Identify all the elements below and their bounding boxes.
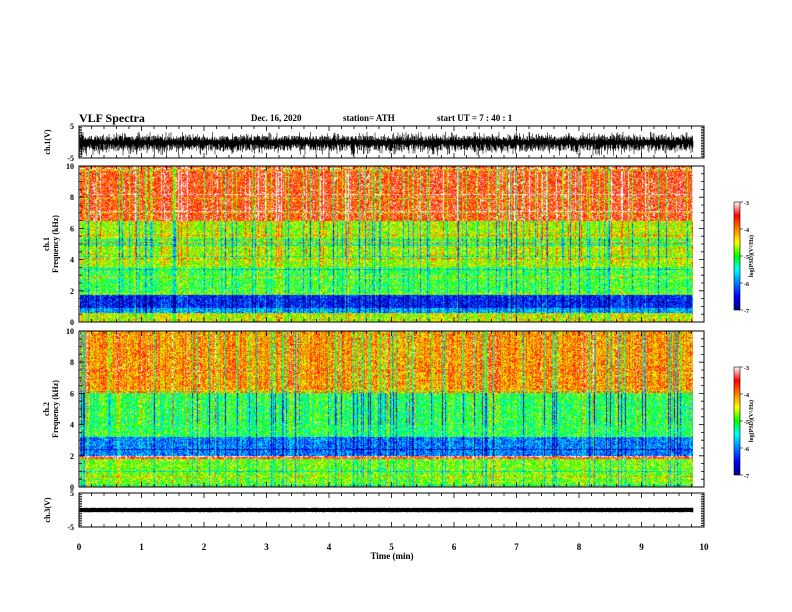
time-tick-label: 9 — [639, 542, 644, 552]
ch1-waveform-ylabel: ch.1(V) — [43, 129, 52, 154]
ch2-colorbar-tick-label: -5 — [744, 420, 749, 426]
time-tick-label: 6 — [452, 542, 457, 552]
ch1-spectrogram-y-tick-label: 6 — [70, 224, 74, 233]
time-tick-label: 3 — [264, 542, 269, 552]
ch1-spectrogram-y-tick-label: 10 — [66, 162, 74, 171]
station-label: station= ATH — [343, 113, 395, 123]
ch1-colorbar-label: log(PSD)(V²/Hz) — [748, 235, 755, 277]
time-tick-label: 4 — [327, 542, 332, 552]
time-tick-label: 7 — [514, 542, 519, 552]
ch2-spectrogram-y-tick-label: 0 — [70, 483, 74, 492]
ch2-colorbar-label: log(PSD)(V²/Hz) — [748, 400, 755, 442]
ch2-spectrogram-y-tick-label: 8 — [70, 358, 74, 367]
ch2-colorbar-tick-label: -6 — [744, 447, 749, 453]
ch1-waveform-y-tick-label: 5 — [70, 122, 74, 131]
ch2-spectrogram-frame-time-ticks — [78, 331, 705, 487]
time-tick-label: 1 — [139, 542, 144, 552]
time-tick-label: 5 — [389, 542, 394, 552]
ch1-spectrogram-y-tick-label: 0 — [70, 318, 74, 327]
ch2-colorbar-tick-label: -4 — [744, 393, 749, 399]
ch2-colorbar-tick-label: -3 — [744, 366, 749, 372]
ch1-waveform-y-tick-label: -5 — [67, 154, 74, 163]
ch2-spectrogram-ylabel-channel: ch.2 — [42, 402, 51, 416]
ch1-colorbar-tick-label: -4 — [744, 228, 749, 234]
ch3-waveform-y-tick-label: -5 — [67, 523, 74, 532]
ch3-waveform-y-ticks — [79, 492, 704, 528]
ch1-spectrogram-frame-time-ticks — [78, 166, 705, 322]
ch1-spectrogram-y-tick-label: 8 — [70, 193, 74, 202]
ch1-spectrogram-ylabel-channel: ch.1 — [42, 237, 51, 251]
ch1-colorbar — [733, 201, 741, 311]
ch1-colorbar-tick-label: -7 — [744, 309, 749, 315]
ch1-waveform-y-ticks — [79, 125, 704, 159]
ch3-waveform-ylabel: ch.3(V) — [43, 497, 52, 522]
ch2-spectrogram-y-tick-label: 6 — [70, 389, 74, 398]
ch1-spectrogram-image — [80, 166, 693, 322]
ch2-colorbar — [733, 366, 741, 476]
ch1-waveform-frame-time-ticks — [78, 126, 705, 158]
ch2-spectrogram-y-tick-label: 10 — [66, 327, 74, 336]
ch2-spectrogram-ylabel-frequency: Frequency (kHz) — [51, 380, 60, 438]
ch3-waveform-y-tick-label: 5 — [70, 489, 74, 498]
ch2-spectrogram-y-tick-label: 4 — [70, 421, 74, 430]
start-time-label: start UT = 7 : 40 : 1 — [437, 113, 513, 123]
ch2-spectrogram-y-tick-label: 2 — [70, 452, 74, 461]
ch3-waveform-trace — [79, 507, 694, 513]
time-tick-label: 0 — [77, 542, 82, 552]
ch1-colorbar-tick-label: -5 — [744, 255, 749, 261]
ch1-spectrogram-y-tick-label: 2 — [70, 287, 74, 296]
ch1-colorbar-tick-label: -6 — [744, 282, 749, 288]
ch2-spectrogram-y-ticks — [79, 330, 704, 488]
ch1-waveform-trace — [79, 131, 694, 156]
ch3-waveform-frame-time-ticks — [78, 493, 705, 527]
time-axis-label: Time (min) — [370, 551, 413, 561]
ch2-colorbar-tick-label: -7 — [744, 474, 749, 480]
time-tick-label: 2 — [202, 542, 207, 552]
ch1-spectrogram-y-ticks — [79, 165, 704, 323]
ch1-spectrogram-y-tick-label: 4 — [70, 256, 74, 265]
time-tick-label: 8 — [577, 542, 582, 552]
plot-title: VLF Spectra — [79, 111, 145, 125]
plot-date: Dec. 16, 2020 — [251, 113, 302, 123]
ch1-spectrogram-ylabel-frequency: Frequency (kHz) — [51, 215, 60, 273]
ch2-spectrogram-image — [80, 331, 693, 487]
ch1-colorbar-tick-label: -3 — [744, 201, 749, 207]
time-tick-label: 10 — [700, 542, 710, 552]
